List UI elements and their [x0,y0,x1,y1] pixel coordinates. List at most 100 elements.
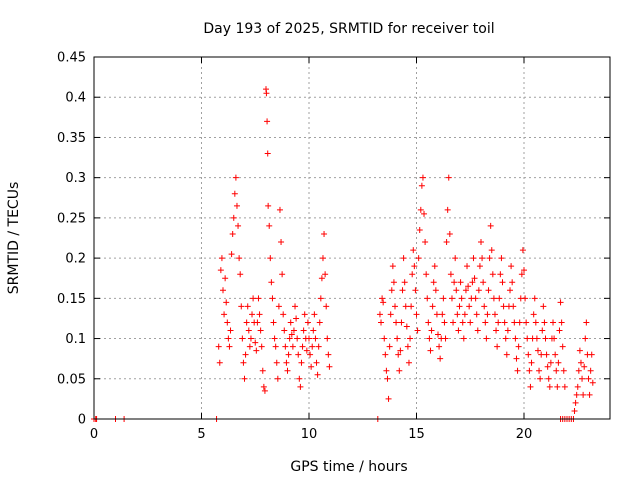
data-point [583,319,590,326]
data-point [574,383,581,390]
data-point [294,335,301,342]
data-point [483,335,490,342]
data-point [280,311,287,318]
data-point [589,379,596,386]
x-tick-label: 5 [197,427,205,442]
data-point [531,295,538,302]
data-point [555,359,562,366]
data-point [414,327,421,334]
data-point [460,335,467,342]
axis-ticks: 0 0.05 0.1 0.15 0.2 0.25 0.3 0.35 0.4 0.45 0 5 10 15 2… [57,51,610,442]
data-point [560,367,567,374]
data-point [557,299,564,306]
data-point [473,311,480,318]
data-point [260,383,267,390]
data-point [469,279,476,286]
data-point [451,279,458,286]
data-point [487,222,494,229]
data-point [418,182,425,189]
data-point [225,335,232,342]
data-point [453,287,460,294]
data-point [436,343,443,350]
data-point [423,271,430,278]
data-point [283,359,290,366]
data-point [241,375,248,382]
data-point [215,343,222,350]
data-point [467,319,474,326]
data-point [442,335,449,342]
data-point [522,295,529,302]
x-tick-label: 15 [408,427,425,442]
data-point [303,347,310,354]
data-point [217,267,224,274]
data-point [425,319,432,326]
data-point [572,399,579,406]
data-point [441,319,448,326]
data-point [226,343,233,350]
data-point [546,383,553,390]
data-point [427,347,434,354]
data-point [437,355,444,362]
x-tick-label: 20 [516,427,533,442]
data-point [285,351,292,358]
y-tick-label: 0 [78,413,86,428]
data-point [526,367,533,374]
data-point [504,327,511,334]
data-point [457,279,464,286]
data-point [466,303,473,310]
data-point [393,319,400,326]
data-point [500,303,507,310]
data-point [419,174,426,181]
data-point [395,351,402,358]
data-point [389,263,396,270]
data-point [403,323,410,330]
data-point [266,222,273,229]
plot-frame [93,56,611,420]
data-point [264,150,271,157]
data-point [309,343,316,350]
data-point [279,271,286,278]
data-point [282,343,289,350]
data-point [284,367,291,374]
data-point [421,210,428,217]
data-point [245,327,252,334]
data-point [256,311,263,318]
data-point [422,239,429,246]
data-point [536,367,543,374]
data-point [317,295,324,302]
data-point [412,287,419,294]
data-point [461,311,468,318]
data-point [470,255,477,262]
data-point [494,343,501,350]
data-point [455,327,462,334]
data-point [490,295,497,302]
grid [94,57,610,419]
data-point [431,263,438,270]
data-point [312,335,319,342]
data-point [321,230,328,237]
data-point [502,335,509,342]
data-point [507,287,514,294]
data-point [497,271,504,278]
data-point [511,319,518,326]
data-point [413,311,420,318]
data-point [440,295,447,302]
data-point [577,359,584,366]
data-point [545,375,552,382]
data-point [575,367,582,374]
data-point [456,303,463,310]
data-point [411,263,418,270]
data-point [530,311,537,318]
data-point [255,295,262,302]
data-point [306,335,312,342]
data-point [516,319,523,326]
data-point [398,319,405,326]
x-tick-label: 10 [301,427,318,442]
chart-title: Day 193 of 2025, SRMTID for receiver toi… [203,21,494,37]
data-point [474,327,481,334]
data-point [383,367,390,374]
data-point [551,335,558,342]
data-point [297,383,304,390]
data-point [493,327,500,334]
